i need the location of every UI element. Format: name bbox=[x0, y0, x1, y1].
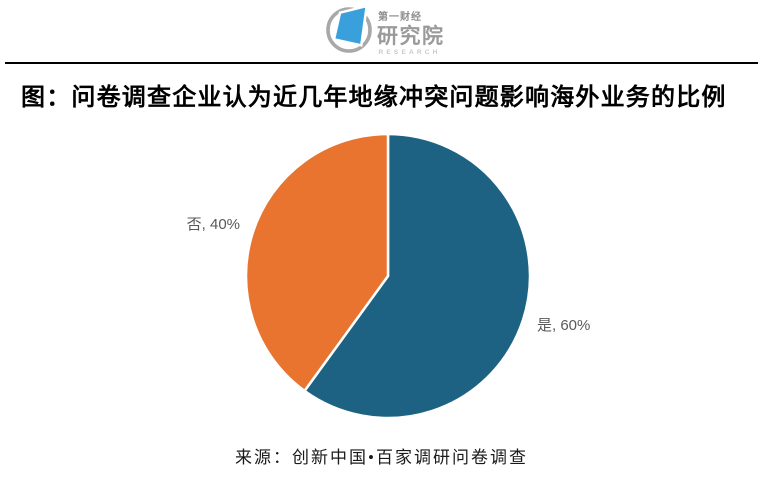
chart-area: 否, 40% 是, 60% bbox=[0, 120, 763, 430]
figure-title: 图：问卷调查企业认为近几年地缘冲突问题影响海外业务的比例 bbox=[21, 85, 727, 111]
yicai-research-logo: 第一财经 研究院 RESEARCH bbox=[322, 4, 445, 58]
logo-diamond-icon bbox=[332, 4, 369, 47]
pie-slice-是 bbox=[303, 132, 532, 420]
source-caption: 来源：创新中国•百家调研问卷调查 bbox=[235, 448, 528, 467]
logo-brand-sub: RESEARCH bbox=[379, 49, 441, 56]
logo-brand-main: 研究院 bbox=[377, 24, 445, 48]
pie-slice-否 bbox=[244, 132, 390, 393]
pie-chart bbox=[244, 132, 532, 420]
logo-circle-icon bbox=[326, 7, 372, 53]
pie-label-no: 否, 40% bbox=[186, 216, 240, 233]
logo-brand-top: 第一财经 bbox=[378, 10, 422, 23]
header-divider bbox=[5, 62, 758, 64]
pie-label-yes: 是, 60% bbox=[537, 317, 591, 334]
logo-graphic: 第一财经 研究院 RESEARCH bbox=[326, 4, 445, 56]
